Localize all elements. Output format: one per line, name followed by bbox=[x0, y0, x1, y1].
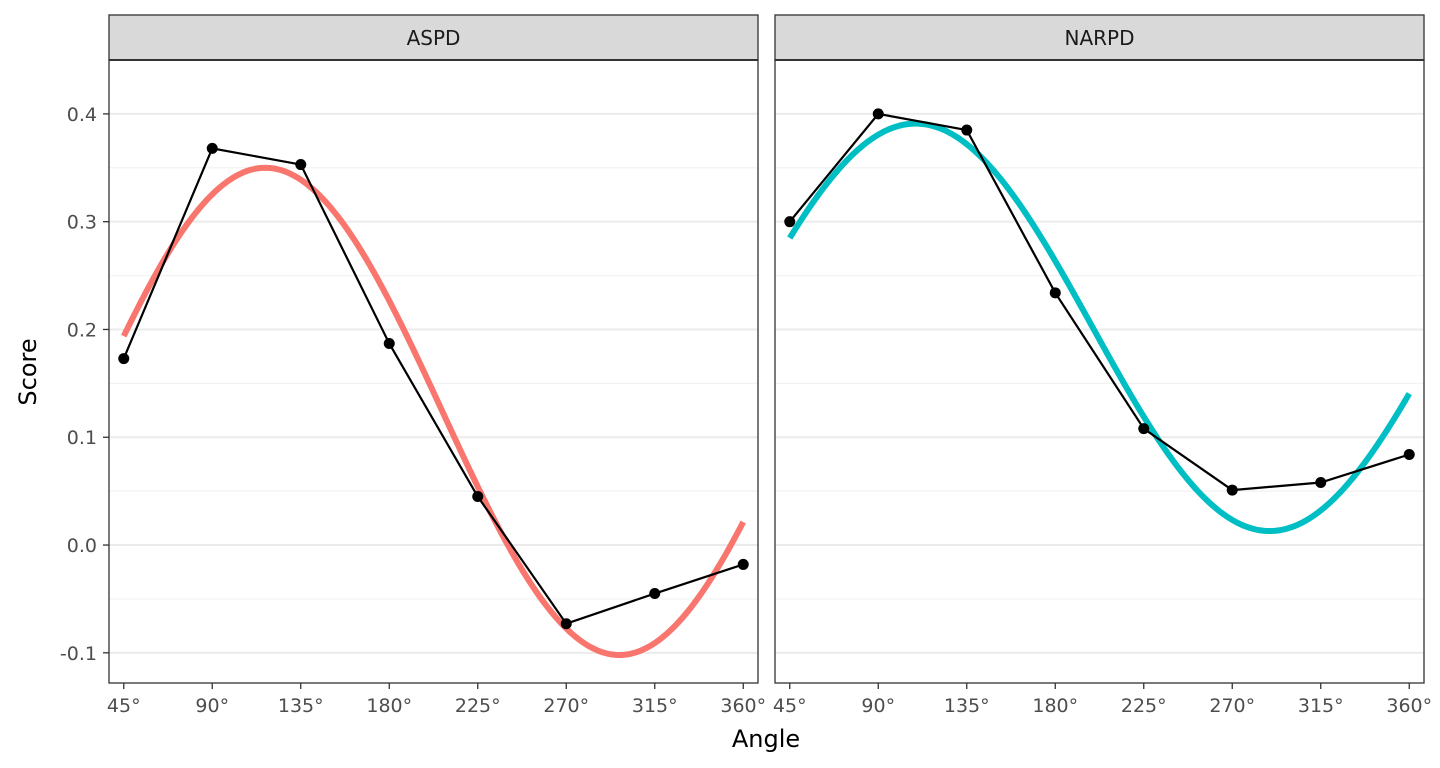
y-tick-label: 0.0 bbox=[67, 535, 97, 557]
x-tick-label: 315° bbox=[632, 695, 678, 717]
observed-point bbox=[206, 142, 218, 154]
x-tick-label: 90° bbox=[861, 695, 895, 717]
observed-point bbox=[472, 491, 484, 503]
y-axis: -0.1 0.0 0.1 0.2 0.3 0.4 bbox=[60, 104, 109, 665]
x-tick-label: 135° bbox=[944, 695, 990, 717]
strip-label: NARPD bbox=[1065, 26, 1135, 50]
x-tick-label: 270° bbox=[543, 695, 589, 717]
observed-point bbox=[649, 588, 661, 600]
x-tick-label: 180° bbox=[366, 695, 412, 717]
y-tick-label: 0.4 bbox=[67, 104, 97, 126]
panel-aspd: ASPD 45° 90° 135° 180° 225° 270° 315° 360° bbox=[107, 14, 766, 717]
observed-line bbox=[788, 112, 1410, 492]
observed-point bbox=[1049, 287, 1061, 299]
observed-point bbox=[872, 108, 884, 120]
y-tick-label: 0.2 bbox=[67, 319, 97, 341]
x-tick-label: 45° bbox=[107, 695, 141, 717]
x-tick-label: 135° bbox=[278, 695, 324, 717]
observed-point bbox=[295, 159, 307, 171]
x-tick-label: 180° bbox=[1032, 695, 1078, 717]
x-tick-label: 360° bbox=[1386, 695, 1432, 717]
observed-point bbox=[737, 558, 749, 570]
observed-point bbox=[118, 353, 130, 365]
observed-point bbox=[1138, 423, 1150, 435]
x-tick-label: 45° bbox=[773, 695, 807, 717]
x-tick-label: 225° bbox=[1121, 695, 1167, 717]
strip-background bbox=[774, 14, 1425, 61]
observed-point bbox=[560, 618, 572, 630]
observed-line bbox=[122, 147, 744, 626]
y-tick-label: 0.3 bbox=[67, 212, 97, 234]
x-tick-label: 360° bbox=[720, 695, 766, 717]
plot-background bbox=[109, 60, 758, 683]
y-tick-label: -0.1 bbox=[60, 643, 97, 665]
observed-point bbox=[784, 216, 796, 228]
panels-layer: ASPD 45° 90° 135° 180° 225° 270° 315° 360° NARPD 4… bbox=[107, 14, 1432, 717]
y-axis-title: Score bbox=[14, 338, 42, 405]
x-tick-label: 270° bbox=[1209, 695, 1255, 717]
observed-point bbox=[1403, 448, 1415, 460]
x-tick-label: 225° bbox=[455, 695, 501, 717]
y-tick-label: 0.1 bbox=[67, 427, 97, 449]
fit-curve bbox=[121, 164, 746, 658]
x-axis-title: Angle bbox=[732, 725, 800, 753]
observed-point bbox=[1315, 477, 1327, 489]
strip-background bbox=[108, 14, 759, 61]
panel-narpd: NARPD 45° 90° 135° 180° 225° 270° 315° 360° bbox=[773, 14, 1432, 717]
observed-point bbox=[961, 124, 973, 136]
x-tick-label: 90° bbox=[195, 695, 229, 717]
observed-point bbox=[383, 337, 395, 349]
observed-point bbox=[1226, 484, 1238, 496]
strip-label: ASPD bbox=[407, 26, 461, 50]
x-tick-label: 315° bbox=[1298, 695, 1344, 717]
fit-curve bbox=[787, 120, 1412, 535]
plot-background bbox=[775, 60, 1424, 683]
